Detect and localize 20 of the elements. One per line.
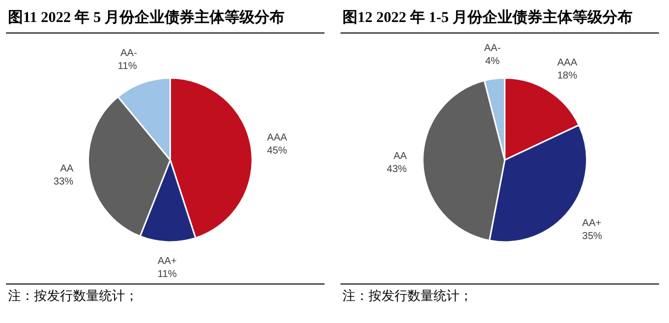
chart-title: 图11 2022 年 5 月份企业债券主体等级分布: [8, 8, 285, 26]
slice-label: AA-: [484, 42, 501, 54]
data-label: 35%: [582, 231, 602, 242]
data-label: 11%: [158, 268, 177, 280]
slice-label: AA: [60, 163, 74, 174]
data-label: 18%: [557, 70, 578, 82]
slice-label: AA+: [158, 256, 177, 267]
data-label: 45%: [267, 146, 288, 157]
chart-title: 图12 2022 年 1-5 月份企业债券主体等级分布: [342, 8, 632, 26]
text: 注：按发行数量统计；: [342, 288, 472, 303]
data-label: 43%: [386, 164, 407, 176]
slice-label: AA: [393, 151, 408, 162]
slice-label: AA-: [120, 48, 138, 59]
data-label: 11%: [118, 60, 138, 72]
text: 注：按发行数量统计；: [8, 288, 138, 303]
data-label: 33%: [53, 176, 74, 188]
data-label: 4%: [485, 56, 500, 67]
slice-label: AAA: [557, 57, 578, 68]
slice-label: AAA: [267, 132, 288, 144]
slice-label: AA+: [582, 218, 602, 230]
